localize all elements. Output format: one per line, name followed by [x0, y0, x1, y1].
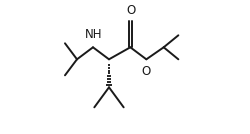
Text: NH: NH [85, 28, 102, 41]
Text: O: O [141, 65, 150, 78]
Text: O: O [126, 4, 136, 17]
